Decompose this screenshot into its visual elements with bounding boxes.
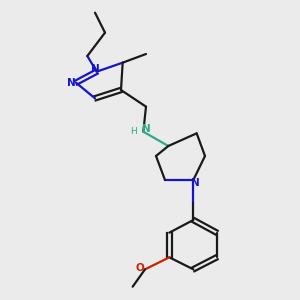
Text: N: N [67,78,75,88]
Text: N: N [191,178,200,188]
Text: N: N [142,124,151,134]
Text: H: H [130,127,137,136]
Text: N: N [91,64,100,74]
Text: O: O [136,263,144,273]
